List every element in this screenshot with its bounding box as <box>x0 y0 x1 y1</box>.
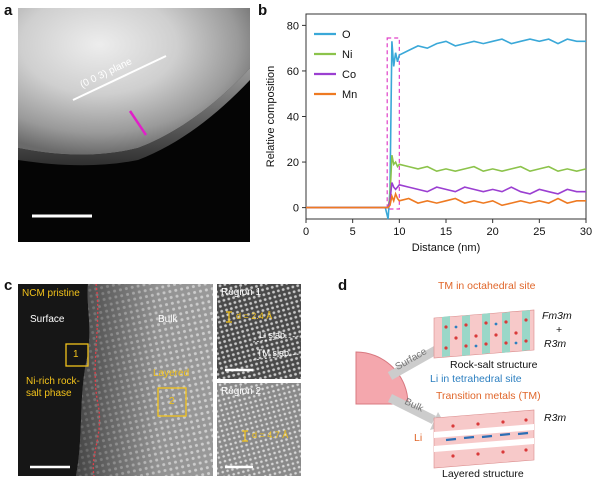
tm-label: Transition metals (TM) <box>436 390 541 402</box>
x-tick-label: 15 <box>440 226 452 238</box>
composition-chart: 0 5 10 15 20 25 30 0 20 40 60 80 Distance (nm) Relati… <box>265 13 592 254</box>
layered-block <box>433 409 535 469</box>
legend-label-co: Co <box>342 69 356 81</box>
ni-rich-label: Ni-rich rock-salt phase <box>26 376 80 399</box>
region-box-1 <box>65 343 89 367</box>
r3m-bottom-label: R3m <box>544 412 567 424</box>
panel-letter-b: b <box>258 2 268 19</box>
plot-frame <box>305 13 587 220</box>
layered-label: Layered <box>153 368 190 379</box>
tm-slab-label: TM slab <box>257 348 290 358</box>
li-tetrahedral-label: Li in tetrahedral site <box>430 373 522 385</box>
fm3m-label: Fm3m <box>542 310 572 322</box>
x-axis-label: Distance (nm) <box>412 242 480 254</box>
x-tick-label: 10 <box>393 226 405 238</box>
plane-line <box>72 55 167 101</box>
region-box-2 <box>157 387 187 417</box>
schematic-drawing <box>355 309 535 469</box>
highlight-box <box>386 37 400 210</box>
rocksalt-label: Rock-salt structure <box>450 359 538 371</box>
panel-letter-d: d <box>338 277 348 294</box>
box-label-1: 1 <box>73 349 79 360</box>
region-2-image: Region 2 d = 4.7 Å <box>217 383 301 476</box>
li-slab-label: Li slab <box>259 330 286 340</box>
r3m-top-label: R3m <box>544 338 567 350</box>
y-tick-label: 20 <box>287 157 299 169</box>
surface-label: Surface <box>30 314 65 325</box>
series-line-ni <box>306 155 587 209</box>
y-tick-label: 0 <box>293 203 299 215</box>
y-tick-label: 80 <box>287 20 299 32</box>
x-tick-label: 5 <box>350 226 356 238</box>
region-1-micrograph <box>217 284 301 379</box>
region-1-image: Region 1 d = 2.4 Å Li slab TM slab <box>217 284 301 379</box>
panel-c-main-image: NCM pristine Surface Bulk 1 2 Ni-rich ro… <box>18 284 213 476</box>
rocksalt-block <box>433 309 535 359</box>
plus-label: + <box>556 324 563 336</box>
panel-c-micrograph <box>18 284 213 476</box>
li-label: Li <box>414 432 423 444</box>
y-tick-label: 60 <box>287 66 299 78</box>
legend-label-ni: Ni <box>342 49 352 61</box>
tm-octahedral-label: TM in octahedral site <box>438 280 536 292</box>
x-tick-label: 0 <box>303 226 309 238</box>
y-axis-label: Relative composition <box>265 66 277 168</box>
panel-a-micrograph: (0 0 3) plane <box>18 8 250 242</box>
panel-d-schematic: TM in octahedral site Fm3m + R3m Rock-sa… <box>338 280 600 484</box>
layered-structure-label: Layered structure <box>442 468 524 480</box>
y-tick-label: 40 <box>287 112 299 124</box>
x-tick-label: 25 <box>533 226 545 238</box>
region-2-d: d = 4.7 Å <box>252 430 289 440</box>
panel-a-image: (0 0 3) plane <box>18 8 250 242</box>
region-1-d: d = 2.4 Å <box>236 311 273 321</box>
legend-label-o: O <box>342 29 351 41</box>
legend-label-mn: Mn <box>342 89 357 101</box>
x-tick-label: 20 <box>487 226 499 238</box>
series-line-co <box>306 182 586 209</box>
region-1-title: Region 1 <box>221 287 262 298</box>
region-2-title: Region 2 <box>221 386 262 397</box>
ncm-title: NCM pristine <box>22 288 80 299</box>
panel-letter-c: c <box>4 277 13 294</box>
series-line-mn <box>306 191 586 209</box>
box-label-2: 2 <box>169 396 175 407</box>
phase-boundary <box>92 284 101 476</box>
bulk-label: Bulk <box>158 314 178 325</box>
series-line-o <box>306 38 586 220</box>
panel-b-chart: 0 5 10 15 20 25 30 0 20 40 60 80 Distance (nm) Relati… <box>256 4 600 266</box>
x-tick-label: 30 <box>580 226 592 238</box>
panel-letter-a: a <box>4 2 13 19</box>
line-scan-marker <box>128 110 148 136</box>
region-2-micrograph <box>217 383 301 476</box>
